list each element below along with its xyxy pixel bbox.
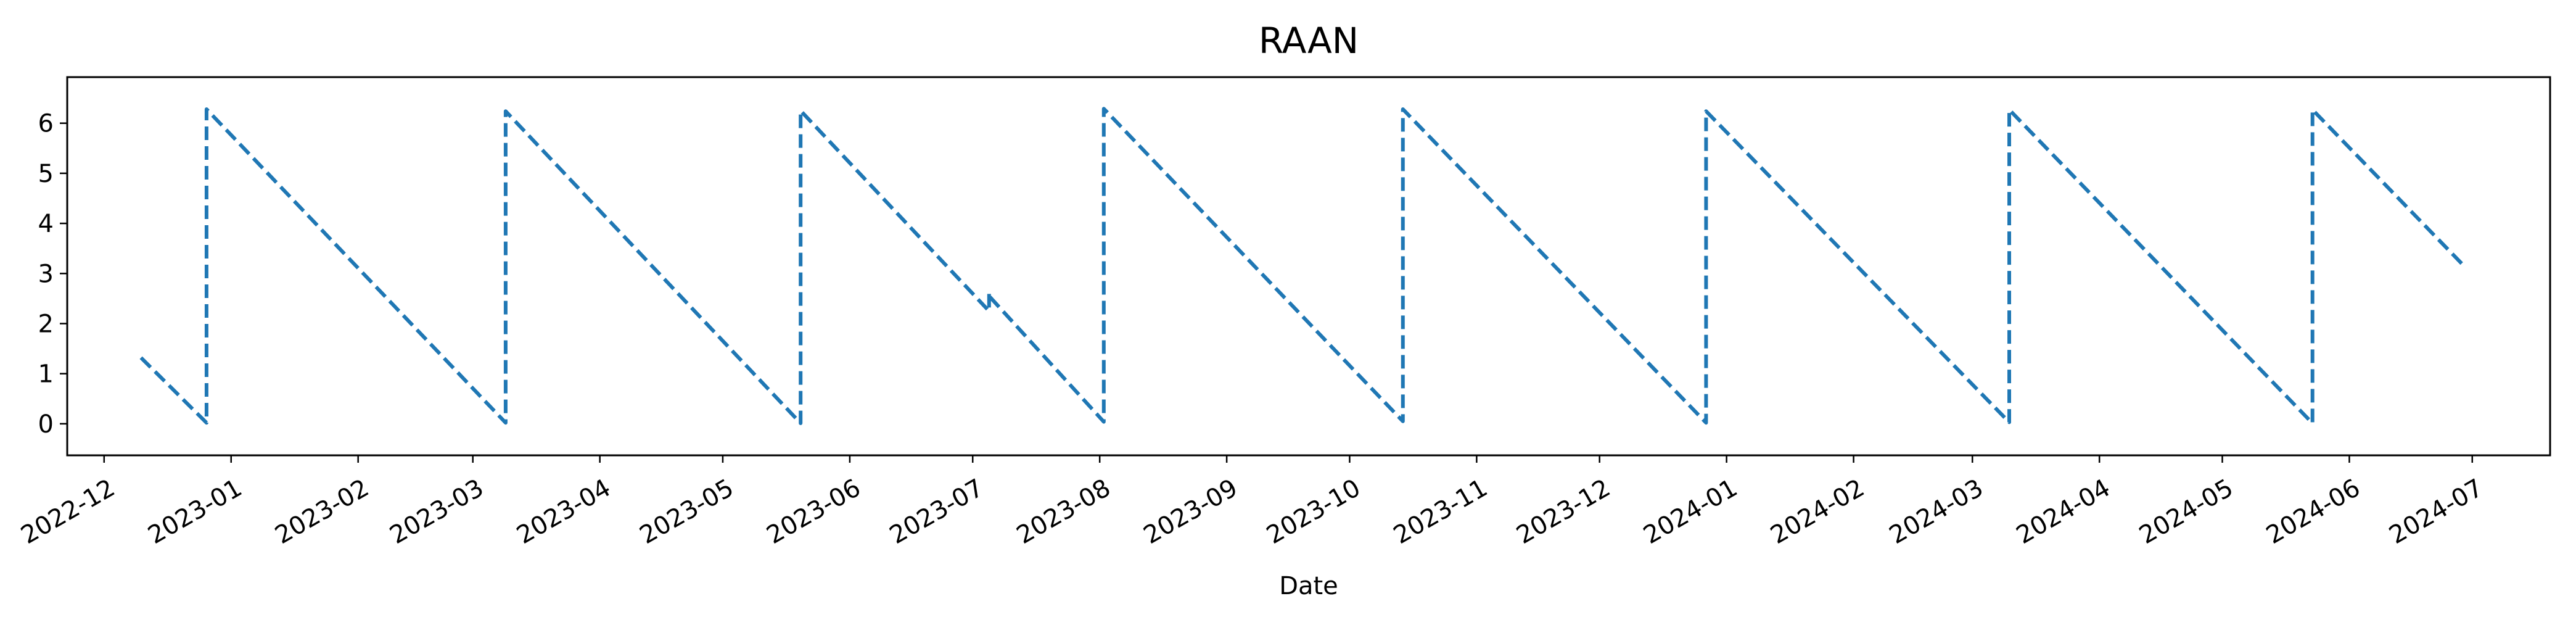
y-tick-label: 6: [38, 110, 54, 138]
series-line-0: [139, 107, 2466, 425]
x-tick-label: 2023-04: [512, 474, 615, 550]
x-tick-label: 2023-09: [1139, 474, 1243, 550]
x-tick-label: 2023-01: [143, 474, 247, 550]
x-tick-label: 2023-03: [385, 474, 488, 550]
x-tick-label: 2023-02: [270, 474, 374, 550]
x-tick-label: 2024-07: [2384, 474, 2488, 550]
x-tick-label: 2023-07: [885, 474, 989, 550]
y-tick-label: 5: [38, 160, 54, 188]
x-tick-label: 2023-12: [1512, 474, 1615, 550]
x-tick-label: 2022-12: [16, 474, 120, 550]
x-axis-label: Date: [1279, 572, 1338, 600]
x-tick-label: 2023-05: [635, 474, 739, 550]
y-tick-label: 0: [38, 410, 54, 439]
y-tick-label: 2: [38, 310, 54, 338]
x-tick-label: 2024-06: [2261, 474, 2365, 550]
y-tick-label: 4: [38, 210, 54, 238]
x-tick-label: 2024-03: [1885, 474, 1988, 550]
chart-title: RAAN: [1259, 20, 1359, 62]
plot-frame: [66, 76, 2551, 457]
x-tick-label: 2023-10: [1262, 474, 1365, 550]
x-tick-label: 2023-11: [1389, 474, 1492, 550]
x-tick-label: 2023-06: [762, 474, 866, 550]
x-tick-label: 2024-04: [2012, 474, 2115, 550]
series-layer: [139, 107, 2466, 425]
y-tick-label: 1: [38, 360, 54, 389]
y-tick-label: 3: [38, 260, 54, 288]
x-tick-label: 2024-02: [1766, 474, 1869, 550]
y-axis: 0 1 2 3 4 5 6: [38, 110, 67, 439]
x-axis: 2022-12 2023-01 2023-02 2023-03 2023-04 2023-…: [16, 455, 2488, 550]
x-tick-label: 2024-05: [2134, 474, 2238, 550]
x-tick-label: 2023-08: [1012, 474, 1116, 550]
x-tick-label: 2024-01: [1639, 474, 1742, 550]
